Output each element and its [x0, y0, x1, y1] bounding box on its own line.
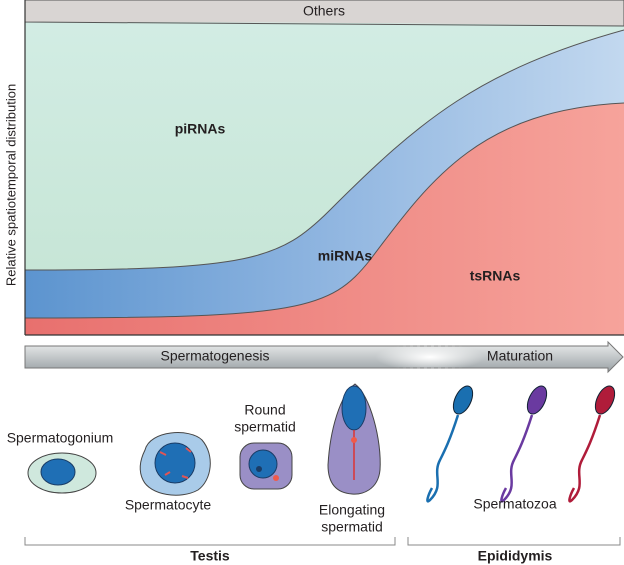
nucleus — [248, 449, 278, 479]
nucleus — [341, 385, 367, 431]
cell-label: Round — [244, 402, 285, 418]
spermatozoon — [568, 385, 616, 503]
cell-label: spermatid — [321, 519, 382, 535]
y-axis-label: Relative spatiotemporal distribution — [3, 84, 18, 286]
layer-label: Others — [303, 3, 345, 19]
cells: Spermatogonium Spermatocyte Round sperma… — [7, 383, 616, 535]
region-label: Testis — [190, 548, 230, 564]
cell-label: Spermatocyte — [125, 497, 212, 513]
cell-label: Spermatozoa — [473, 496, 556, 512]
tail — [500, 414, 534, 503]
cell-label: Elongating — [319, 502, 385, 518]
head — [526, 385, 548, 415]
nucleus — [154, 442, 196, 484]
tsrna-area — [25, 103, 624, 335]
head — [452, 385, 474, 415]
head — [594, 385, 616, 415]
layer-label: piRNAs — [175, 121, 226, 137]
spermatozoon — [500, 385, 548, 503]
cell-label: spermatid — [234, 419, 295, 435]
tail — [426, 414, 460, 503]
layer-label: miRNAs — [318, 248, 373, 264]
dot — [256, 466, 262, 472]
chromosomes — [159, 447, 192, 479]
boundary — [24, 29, 624, 271]
dot — [273, 475, 279, 481]
nucleus — [40, 458, 76, 486]
stage-label: Maturation — [487, 348, 553, 364]
dot — [351, 437, 357, 443]
layer-label: tsRNAs — [470, 268, 521, 284]
regions: Testis Epididymis — [24, 537, 621, 564]
cell-label: Spermatogonium — [7, 430, 114, 446]
boundary — [24, 102, 624, 319]
bracket — [24, 537, 396, 546]
timeline: Spermatogenesis Maturation — [24, 340, 624, 374]
area-chart: Others piRNAs miRNAs tsRNAs Relative spa… — [3, 0, 624, 336]
fade — [375, 343, 485, 371]
bracket — [407, 537, 621, 546]
tail — [568, 414, 602, 503]
spermatozoon — [426, 385, 474, 503]
region-label: Epididymis — [478, 548, 553, 564]
stage-label: Spermatogenesis — [161, 348, 270, 364]
